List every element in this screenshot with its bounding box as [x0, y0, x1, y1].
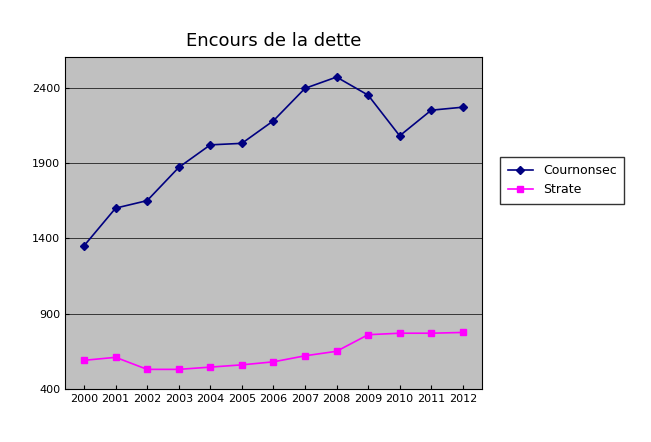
Line: Cournonsec: Cournonsec — [81, 74, 465, 248]
Cournonsec — [301, 86, 309, 91]
Cournonsec — [396, 133, 404, 138]
Strate — [459, 330, 467, 335]
Strate — [333, 349, 340, 354]
Strate — [143, 367, 151, 372]
Strate — [427, 331, 435, 336]
Cournonsec — [206, 142, 214, 148]
Strate — [270, 359, 277, 365]
Cournonsec — [364, 92, 372, 98]
Strate — [80, 358, 88, 363]
Strate — [175, 367, 183, 372]
Strate — [364, 332, 372, 337]
Cournonsec — [175, 165, 183, 170]
Strate — [238, 362, 246, 367]
Cournonsec — [427, 107, 435, 113]
Line: Strate: Strate — [81, 330, 465, 372]
Cournonsec — [459, 104, 467, 110]
Cournonsec — [238, 141, 246, 146]
Legend: Cournonsec, Strate: Cournonsec, Strate — [501, 156, 624, 204]
Cournonsec — [112, 206, 120, 211]
Cournonsec — [333, 74, 340, 80]
Strate — [112, 354, 120, 360]
Strate — [301, 353, 309, 358]
Cournonsec — [143, 198, 151, 203]
Cournonsec — [270, 118, 277, 123]
Cournonsec — [80, 243, 88, 248]
Strate — [396, 331, 404, 336]
Strate — [206, 365, 214, 370]
Title: Encours de la dette: Encours de la dette — [186, 32, 361, 50]
